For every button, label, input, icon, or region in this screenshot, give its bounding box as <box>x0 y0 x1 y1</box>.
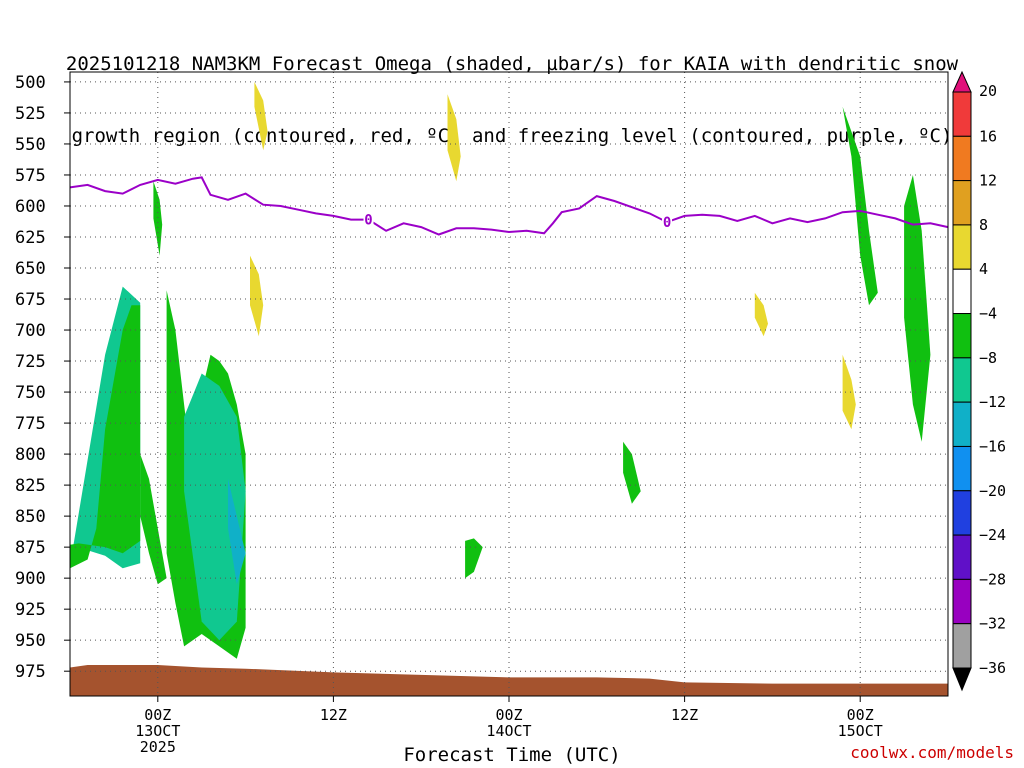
omega-region-9 <box>623 441 641 504</box>
omega-region-8 <box>904 175 931 442</box>
x-tick-label-80-1: 15OCT <box>838 722 883 740</box>
x-tick-label-0-1: 13OCT <box>135 722 180 740</box>
colorbar-label-2: 12 <box>979 172 997 190</box>
x-tick-label-0-0: 00Z <box>144 706 171 724</box>
freezing-label-0: 0 <box>364 213 372 229</box>
y-tick-label-900: 900 <box>15 569 46 589</box>
x-axis-label: Forecast Time (UTC) <box>403 744 621 766</box>
colorbar-label-5: −4 <box>979 305 997 323</box>
freezing-label-1: 0 <box>663 215 671 231</box>
y-tick-label-650: 650 <box>15 259 46 279</box>
colorbar-label-13: −36 <box>979 659 1006 677</box>
y-tick-label-975: 975 <box>15 662 46 682</box>
y-tick-label-725: 725 <box>15 352 46 372</box>
freezing-label-bg-1 <box>662 214 673 230</box>
freezing-label-bg-0 <box>363 211 374 227</box>
grid-layer <box>70 72 948 696</box>
y-tick-label-625: 625 <box>15 228 46 248</box>
colorbar-bottom-arrow <box>952 667 972 692</box>
colorbar-seg-12 <box>952 578 972 625</box>
omega-region-11 <box>254 81 268 151</box>
colorbar-label-4: 4 <box>979 260 988 278</box>
colorbar-label-9: −20 <box>979 482 1006 500</box>
colorbar-label-12: −32 <box>979 615 1006 633</box>
y-tick-label-950: 950 <box>15 631 46 651</box>
colorbar-seg-11 <box>952 534 972 580</box>
y-tick-label-675: 675 <box>15 290 46 310</box>
freezing-level-line <box>69 176 949 236</box>
colorbar-seg-6 <box>952 313 972 359</box>
y-tick-label-600: 600 <box>15 197 46 217</box>
ground-layer <box>70 665 948 696</box>
y-tick-label-850: 850 <box>15 507 46 527</box>
x-tick-label-40-1: 14OCT <box>486 722 531 740</box>
y-tick-label-825: 825 <box>15 476 46 496</box>
y-tick-label-525: 525 <box>15 104 46 124</box>
colorbar-seg-8 <box>952 401 972 447</box>
omega-region-1 <box>70 305 141 569</box>
y-tick-label-500: 500 <box>15 73 46 93</box>
colorbar: 20 16 12 8 4 −4 −8 −12 −16 −20 −24 −28 −32 −36 <box>952 70 1006 692</box>
y-tick-label-800: 800 <box>15 445 46 465</box>
omega-region-10 <box>465 538 483 579</box>
colorbar-label-11: −28 <box>979 570 1006 588</box>
x-tick-label-80-0: 00Z <box>847 706 874 724</box>
ground-fill <box>70 665 948 696</box>
omega-region-13 <box>447 94 461 182</box>
colorbar-seg-13 <box>952 623 972 669</box>
omega-region-4 <box>184 373 246 641</box>
x-tick-label-40-0: 00Z <box>495 706 522 724</box>
axes-layer: 500 525 550 575 600 625 650 675 700 725 750 775 800 8… <box>15 71 949 756</box>
colorbar-seg-2 <box>952 135 972 182</box>
colorbar-seg-7 <box>952 357 972 403</box>
omega-region-12 <box>250 255 264 337</box>
omega-region-5 <box>228 478 246 585</box>
x-tick-label-60-0: 12Z <box>671 706 698 724</box>
title-line-1: 2025101218 NAM3KM Forecast Omega (shaded… <box>65 53 959 75</box>
colorbar-seg-1 <box>952 91 972 137</box>
colorbar-label-1: 16 <box>979 127 997 145</box>
omega-region-14 <box>754 292 768 337</box>
y-tick-label-575: 575 <box>15 166 46 186</box>
colorbar-label-3: 8 <box>979 216 988 234</box>
colorbar-label-7: −12 <box>979 393 1006 411</box>
x-tick-label-0-2: 2025 <box>140 738 176 756</box>
y-tick-label-775: 775 <box>15 414 46 434</box>
colorbar-label-0: 20 <box>979 82 997 100</box>
y-tick-label-550: 550 <box>15 135 46 155</box>
y-tick-label-700: 700 <box>15 321 46 341</box>
omega-region-15 <box>842 354 856 430</box>
colorbar-label-10: −24 <box>979 526 1006 544</box>
colorbar-seg-4 <box>952 224 972 270</box>
credit-link[interactable]: coolwx.com/models <box>850 743 1014 762</box>
colorbar-label-8: −16 <box>979 437 1006 455</box>
y-tick-label-925: 925 <box>15 600 46 620</box>
omega-shading-layer <box>70 81 931 659</box>
colorbar-seg-3 <box>952 180 972 226</box>
y-tick-label-875: 875 <box>15 538 46 558</box>
colorbar-seg-5 <box>952 268 972 315</box>
x-tick-label-20-0: 12Z <box>320 706 347 724</box>
y-tick-label-750: 750 <box>15 383 46 403</box>
colorbar-seg-10 <box>952 490 972 536</box>
colorbar-label-6: −8 <box>979 349 997 367</box>
colorbar-top-arrow <box>952 70 972 93</box>
omega-region-2 <box>140 454 167 585</box>
omega-region-7 <box>825 81 878 306</box>
colorbar-seg-9 <box>952 445 972 492</box>
